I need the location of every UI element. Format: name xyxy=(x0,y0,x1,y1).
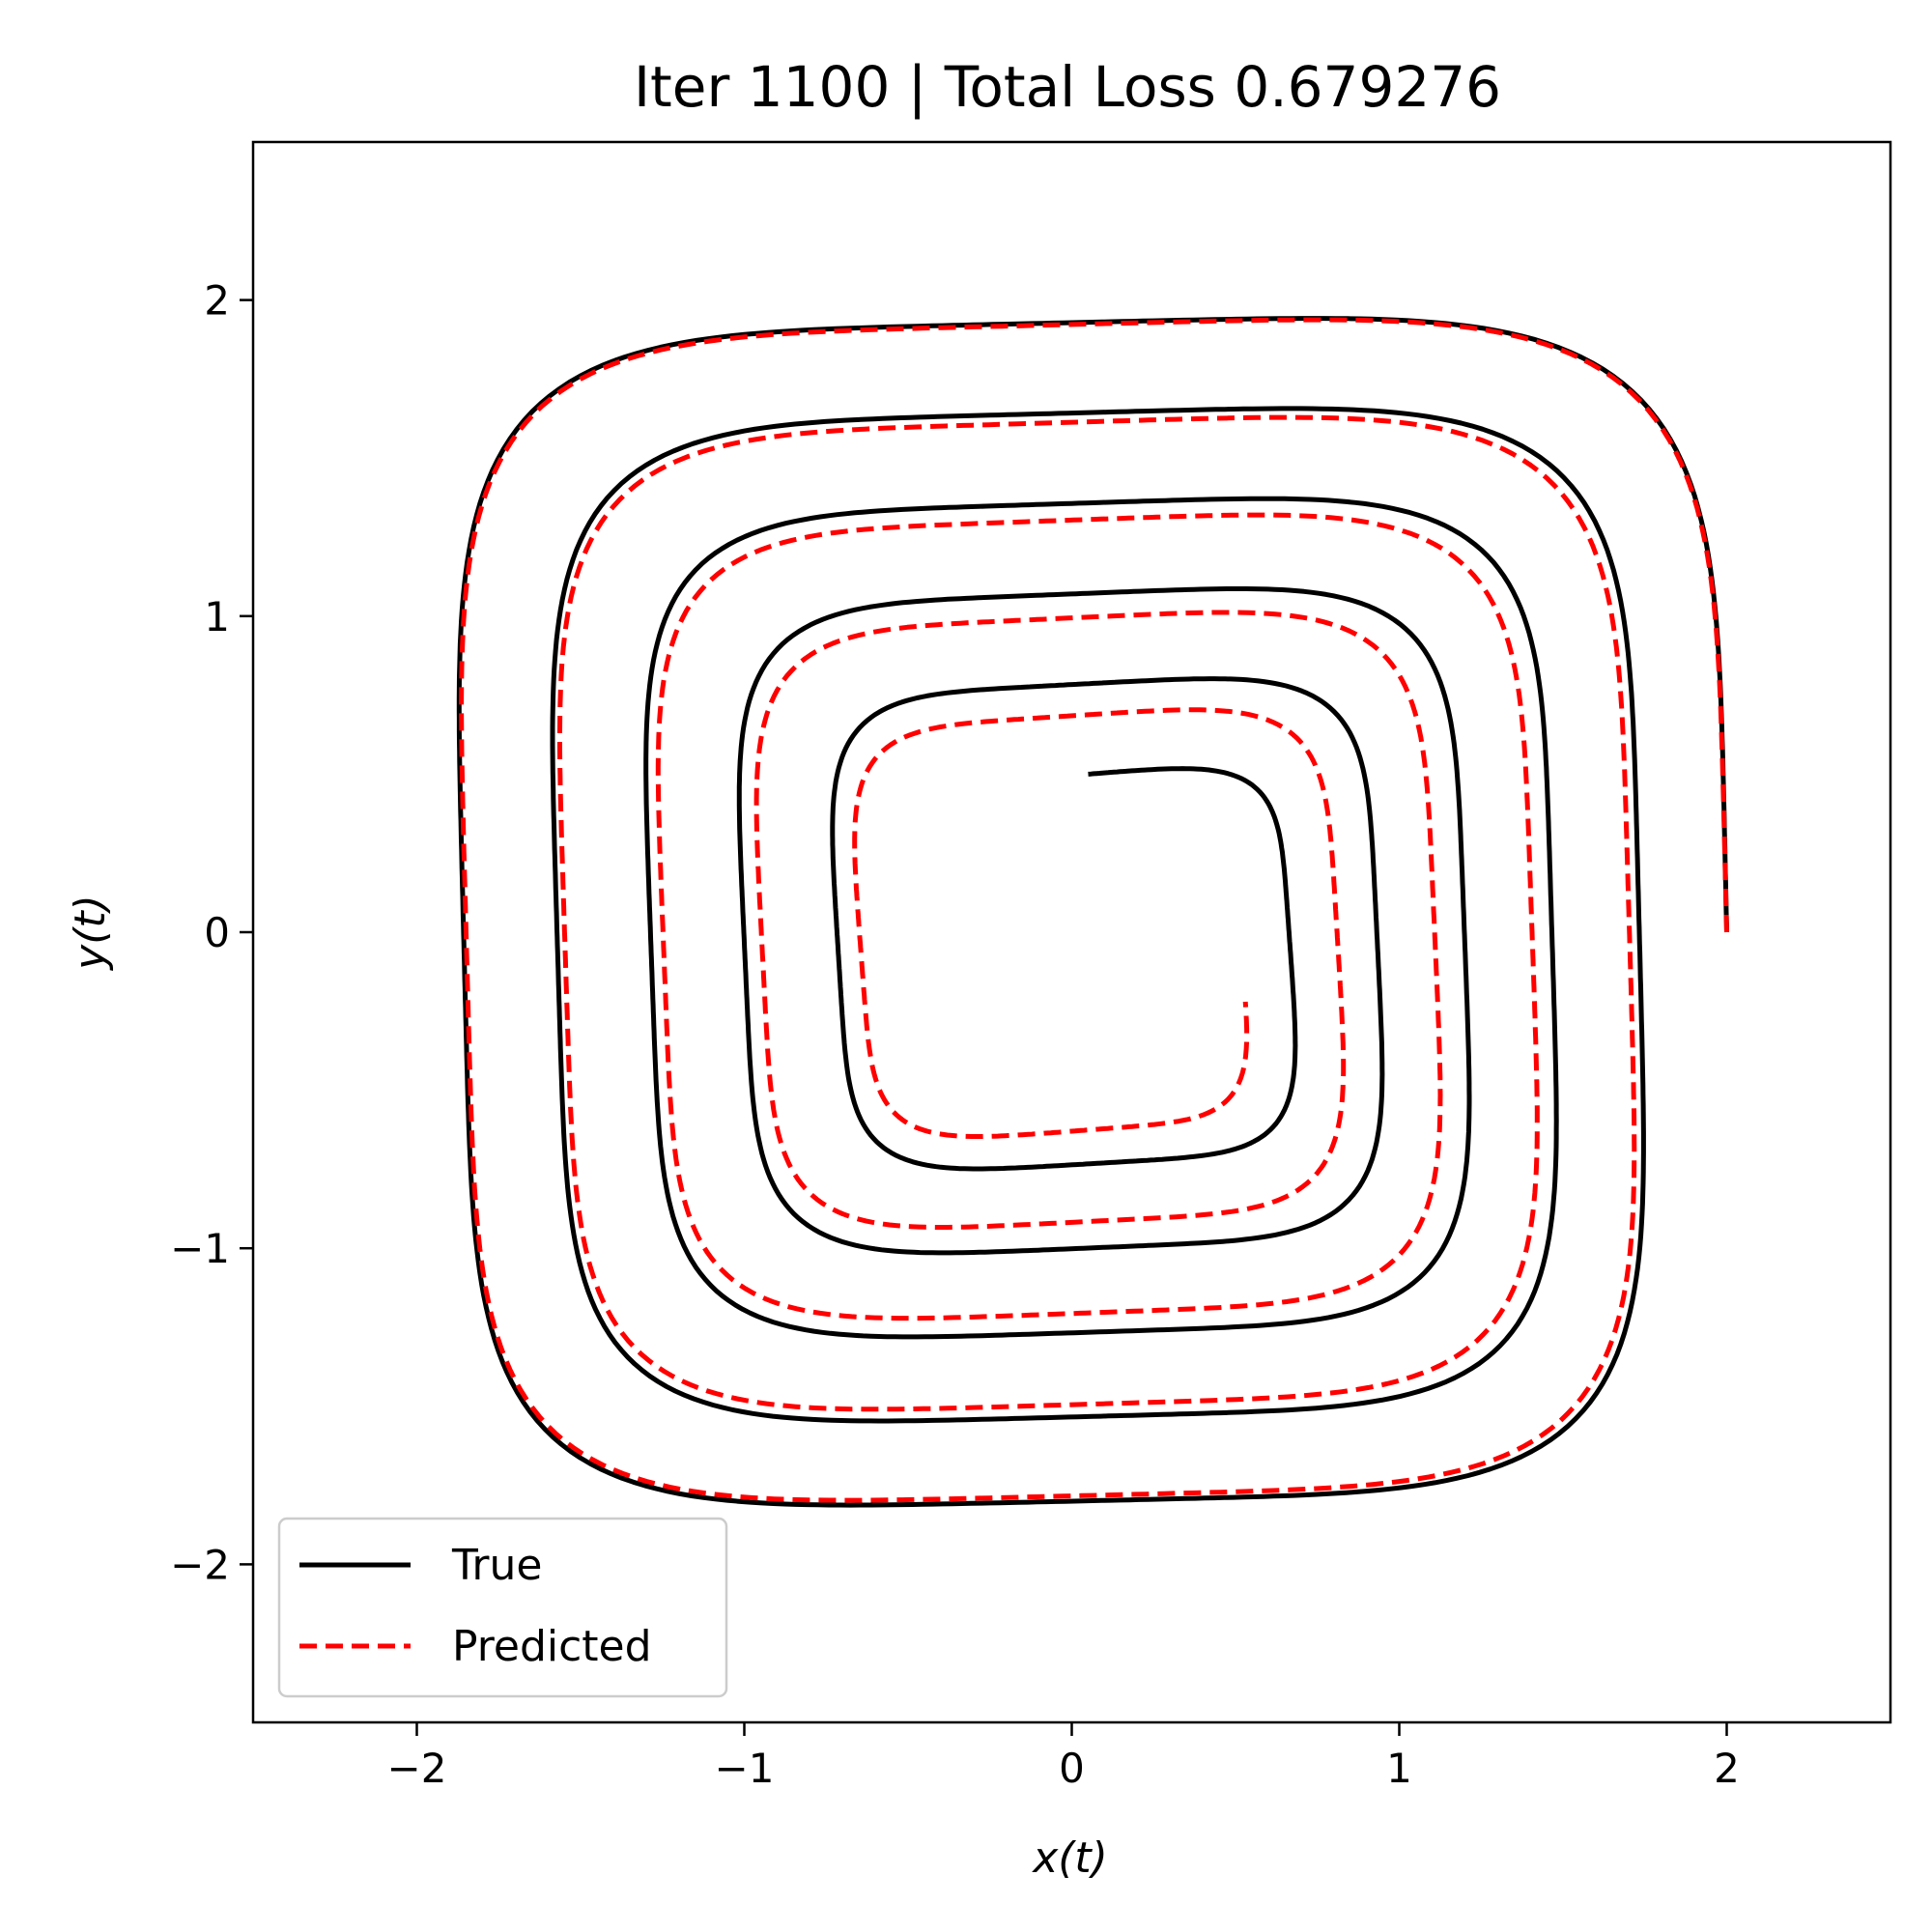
series-line-predicted xyxy=(459,317,1729,1503)
y-axis-label: y(t) xyxy=(66,895,115,972)
x-axis-label: x(t) xyxy=(1031,1833,1108,1883)
chart-title: Iter 1100 | Total Loss 0.679276 xyxy=(634,54,1501,120)
series-layer xyxy=(456,316,1729,1508)
series-line-true xyxy=(456,316,1729,1508)
y-tick-label: 1 xyxy=(204,593,230,640)
x-tick-label: 0 xyxy=(1059,1745,1085,1792)
y-tick-label: 2 xyxy=(204,277,230,325)
x-tick-label: 2 xyxy=(1714,1745,1740,1792)
x-tick-label: −1 xyxy=(715,1745,775,1792)
legend-label-predicted: Predicted xyxy=(452,1622,652,1671)
legend-label-true: True xyxy=(451,1541,542,1590)
x-tick-label: 1 xyxy=(1386,1745,1412,1792)
y-tick-label: 0 xyxy=(204,909,230,956)
y-axis: −2 −1 0 1 2 xyxy=(170,277,253,1588)
legend: True Predicted xyxy=(277,1517,728,1698)
x-tick-label: −2 xyxy=(387,1745,447,1792)
y-tick-label: −1 xyxy=(170,1225,230,1272)
y-tick-label: −2 xyxy=(170,1541,230,1588)
x-axis: −2 −1 0 1 2 xyxy=(387,1722,1740,1792)
